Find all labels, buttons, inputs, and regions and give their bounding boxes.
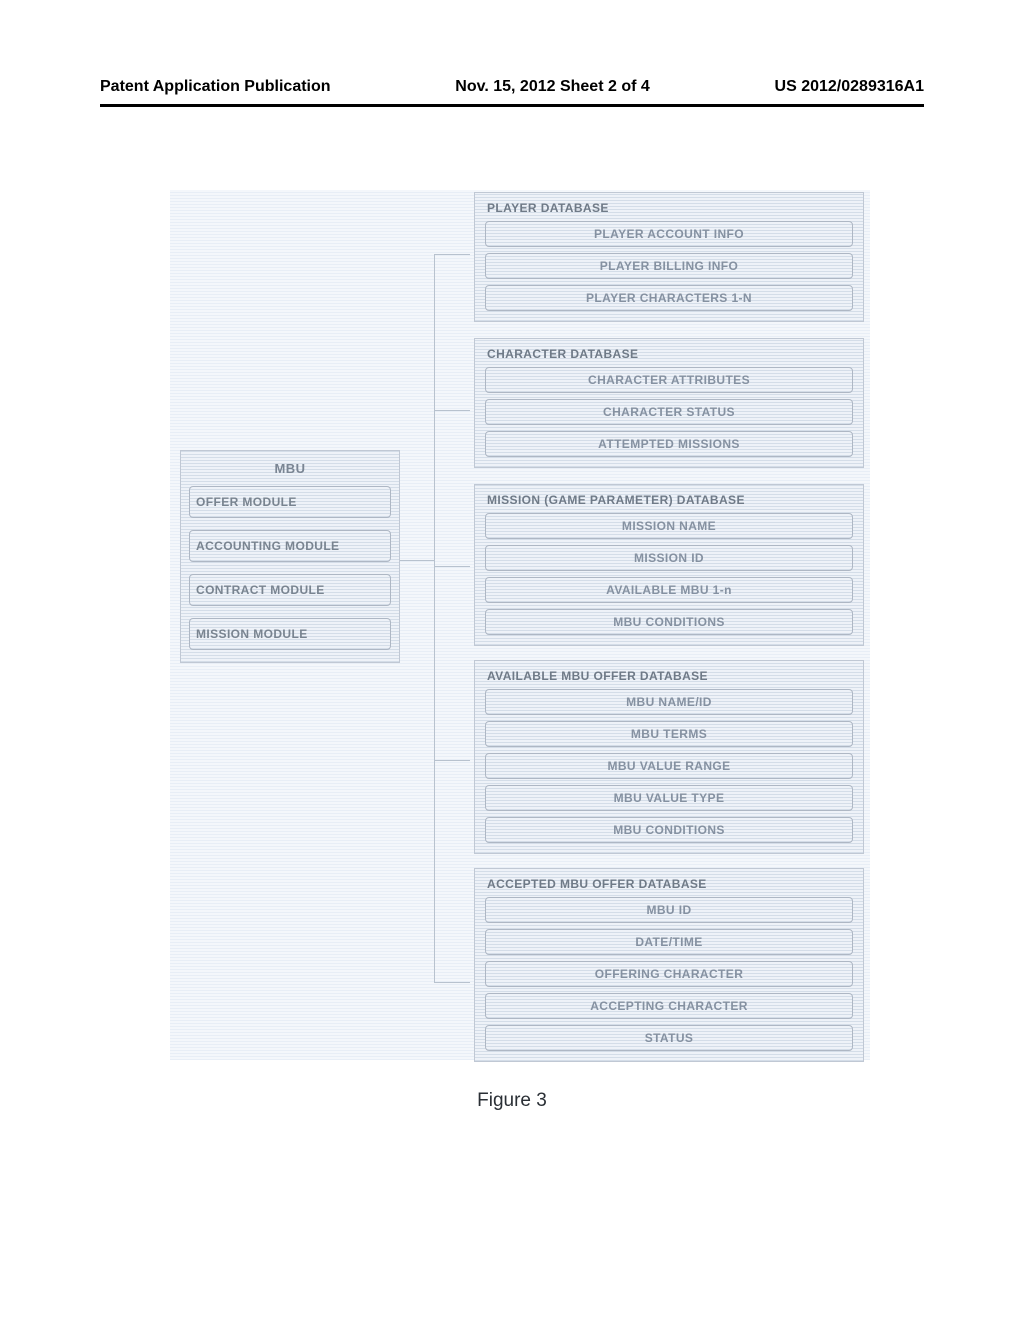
player-database: PLAYER DATABASE PLAYER ACCOUNT INFO PLAY… — [474, 192, 864, 322]
offer-module: OFFER MODULE — [189, 486, 391, 518]
connector-branch-3 — [434, 760, 470, 761]
db-item: MISSION ID — [485, 545, 853, 571]
page-header: Patent Application Publication Nov. 15, … — [100, 78, 924, 107]
db-item: OFFERING CHARACTER — [485, 961, 853, 987]
db-item: ACCEPTING CHARACTER — [485, 993, 853, 1019]
db-item: PLAYER ACCOUNT INFO — [485, 221, 853, 247]
connector-mbu-out — [400, 560, 434, 561]
connector-branch-1 — [434, 410, 470, 411]
db-item: PLAYER CHARACTERS 1-N — [485, 285, 853, 311]
db-item: MBU VALUE TYPE — [485, 785, 853, 811]
accounting-module: ACCOUNTING MODULE — [189, 530, 391, 562]
header-left: Patent Application Publication — [100, 78, 331, 96]
db-item: DATE/TIME — [485, 929, 853, 955]
mbu-title: MBU — [189, 451, 391, 486]
contract-module: CONTRACT MODULE — [189, 574, 391, 606]
connector-trunk — [434, 254, 435, 982]
page: Patent Application Publication Nov. 15, … — [0, 0, 1024, 1320]
db-title: CHARACTER DATABASE — [485, 345, 853, 367]
db-title: MISSION (GAME PARAMETER) DATABASE — [485, 491, 853, 513]
db-title: AVAILABLE MBU OFFER DATABASE — [485, 667, 853, 689]
db-title: PLAYER DATABASE — [485, 199, 853, 221]
db-item: MBU CONDITIONS — [485, 817, 853, 843]
diagram-canvas: MBU OFFER MODULE ACCOUNTING MODULE CONTR… — [170, 190, 870, 1060]
connector-branch-4 — [434, 982, 470, 983]
db-item: CHARACTER STATUS — [485, 399, 853, 425]
mission-module: MISSION MODULE — [189, 618, 391, 650]
db-item: MBU CONDITIONS — [485, 609, 853, 635]
db-item: MBU NAME/ID — [485, 689, 853, 715]
header-center: Nov. 15, 2012 Sheet 2 of 4 — [455, 78, 649, 96]
db-item: CHARACTER ATTRIBUTES — [485, 367, 853, 393]
db-item: ATTEMPTED MISSIONS — [485, 431, 853, 457]
accepted-mbu-offer-database: ACCEPTED MBU OFFER DATABASE MBU ID DATE/… — [474, 868, 864, 1062]
connector-branch-0 — [434, 254, 470, 255]
connector-branch-2 — [434, 566, 470, 567]
db-item: MISSION NAME — [485, 513, 853, 539]
mbu-box: MBU OFFER MODULE ACCOUNTING MODULE CONTR… — [180, 450, 400, 663]
available-mbu-offer-database: AVAILABLE MBU OFFER DATABASE MBU NAME/ID… — [474, 660, 864, 854]
figure-caption: Figure 3 — [0, 1090, 1024, 1112]
character-database: CHARACTER DATABASE CHARACTER ATTRIBUTES … — [474, 338, 864, 468]
db-item: MBU TERMS — [485, 721, 853, 747]
db-item: PLAYER BILLING INFO — [485, 253, 853, 279]
db-item: MBU ID — [485, 897, 853, 923]
db-item: STATUS — [485, 1025, 853, 1051]
db-item: AVAILABLE MBU 1-n — [485, 577, 853, 603]
db-item: MBU VALUE RANGE — [485, 753, 853, 779]
header-right: US 2012/0289316A1 — [775, 78, 924, 96]
db-title: ACCEPTED MBU OFFER DATABASE — [485, 875, 853, 897]
mission-database: MISSION (GAME PARAMETER) DATABASE MISSIO… — [474, 484, 864, 646]
